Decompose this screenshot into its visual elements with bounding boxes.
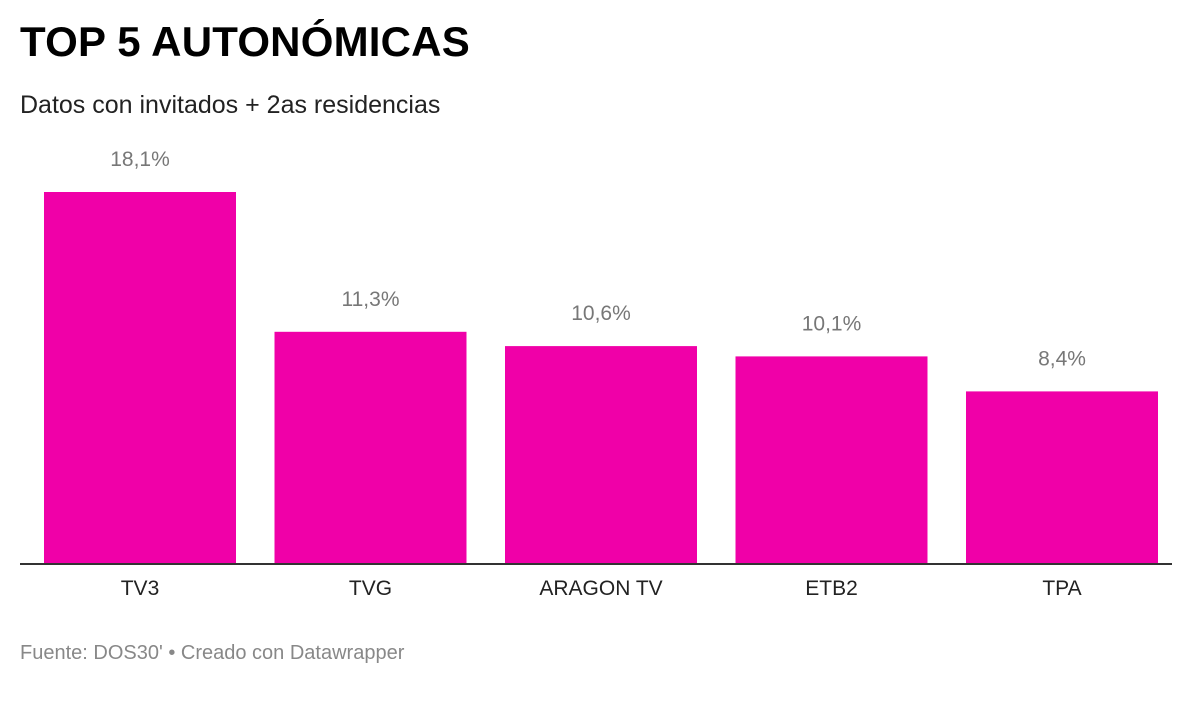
category-label-aragon-tv: ARAGON TV <box>539 577 662 600</box>
value-label-aragon-tv: 10,6% <box>571 302 631 325</box>
bar-tvg <box>274 331 467 564</box>
chart-title: TOP 5 AUTONÓMICAS <box>20 18 470 65</box>
value-label-tvg: 11,3% <box>342 288 400 311</box>
bar-aragon-tv <box>505 346 697 564</box>
bars-group <box>44 192 1158 564</box>
chart-subtitle: Datos con invitados + 2as residencias <box>20 91 441 119</box>
bar-tv3 <box>44 192 236 564</box>
value-label-tpa: 8,4% <box>1038 347 1086 370</box>
value-labels-group: 18,1% 11,3% 10,6% 10,1% 8,4% <box>110 148 1086 370</box>
value-label-etb2: 10,1% <box>802 312 862 335</box>
source-footer: Fuente: DOS30' • Creado con Datawrapper <box>20 642 405 664</box>
bar-tpa <box>966 391 1158 564</box>
category-label-tv3: TV3 <box>121 577 160 600</box>
category-labels-group: TV3 TVG ARAGON TV ETB2 TPA <box>121 577 1082 600</box>
bar-etb2 <box>735 356 928 564</box>
value-label-tv3: 18,1% <box>110 148 170 171</box>
category-label-etb2: ETB2 <box>805 577 858 600</box>
category-label-tvg: TVG <box>349 577 392 600</box>
category-label-tpa: TPA <box>1042 577 1081 600</box>
